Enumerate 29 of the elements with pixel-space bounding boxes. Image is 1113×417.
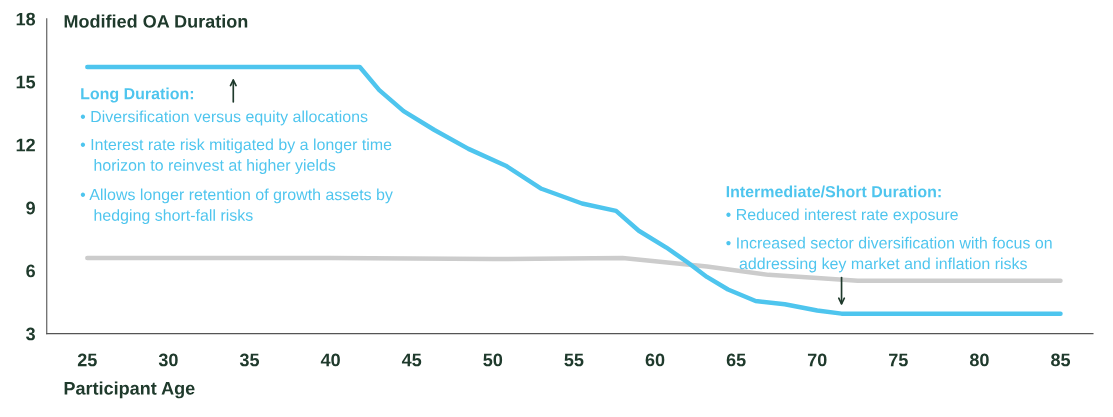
y-tick-label: 3 <box>26 327 35 341</box>
line-series <box>85 255 1063 283</box>
annotation: • Interest rate risk mitigated by a longer time horizon to reinvest at higher yields <box>80 138 392 175</box>
annotation: • Reduced interest rate exposure <box>726 208 958 224</box>
x-tick-label: 85 <box>1051 353 1071 367</box>
x-axis-title: Participant Age <box>64 381 195 399</box>
x-tick-label: 30 <box>158 353 178 367</box>
y-tick-label: 18 <box>16 12 36 26</box>
y-tick-label: 12 <box>16 138 35 152</box>
y-axis-title: Modified OA Duration <box>64 14 248 28</box>
x-tick-label: 45 <box>401 353 422 367</box>
x-tick-label: 35 <box>239 353 260 367</box>
annotation: Long Duration: <box>81 87 194 103</box>
y-tick-label: 9 <box>26 201 35 215</box>
x-tick-label: 70 <box>807 353 827 367</box>
y-tick-label: 6 <box>26 264 35 278</box>
x-tick-label: 40 <box>320 353 340 367</box>
annotation: • Diversification versus equity allocations <box>80 110 368 126</box>
annotation: • Increased sector diversification with focus on addressing key market and inflation risks <box>726 236 1052 273</box>
x-tick-label: 60 <box>645 353 665 367</box>
x-tick-label: 65 <box>726 353 746 367</box>
annotation: Intermediate/Short Duration: <box>726 185 941 198</box>
x-tick-label: 75 <box>889 353 908 367</box>
x-tick-label: 80 <box>969 353 989 367</box>
x-tick-label: 55 <box>564 353 584 367</box>
x-tick-label: 50 <box>483 353 503 367</box>
x-tick-label: 25 <box>77 353 97 367</box>
y-tick-label: 15 <box>16 75 36 89</box>
annotation: • Allows longer retention of growth assets by hedging short-fall risks <box>80 188 393 225</box>
